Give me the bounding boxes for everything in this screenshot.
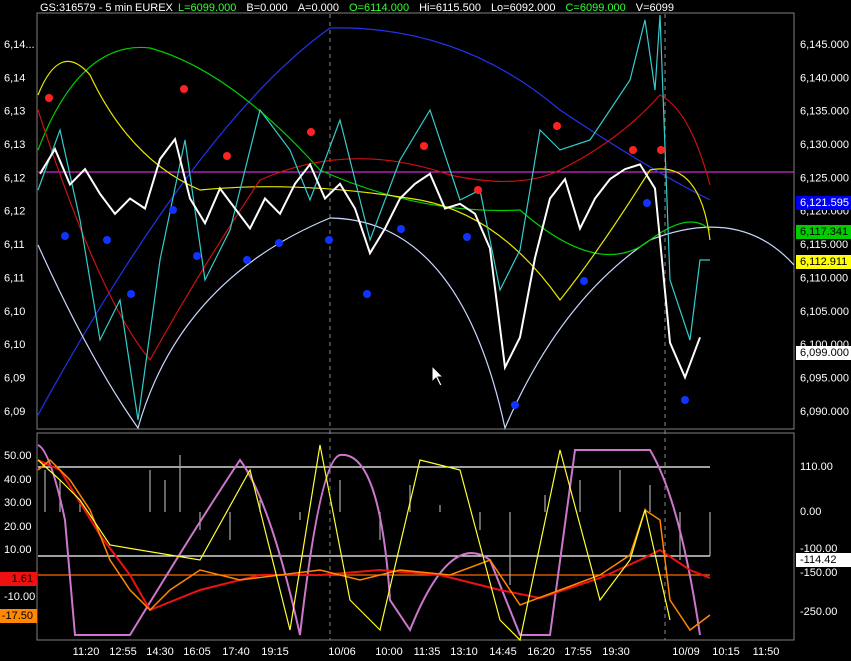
price-tag: 6,117.341 xyxy=(800,226,848,238)
exchange: EUREX xyxy=(135,2,174,14)
quote-field: O=6114.000 xyxy=(349,2,409,14)
price-right-label: 6,090.000 xyxy=(800,406,849,418)
price-left-label: 6,10 xyxy=(4,339,25,351)
osc-right-tag: -114.42 xyxy=(800,554,837,566)
osc-right-label: -250.00 xyxy=(800,606,837,618)
quote-field: B=0.000 xyxy=(246,2,287,14)
time-label: 16:05 xyxy=(183,646,211,658)
time-label: 17:40 xyxy=(222,646,250,658)
header: GS:316579 - 5 min EUREX L=6099.000 B=0.00… xyxy=(40,2,674,14)
pivot-dots xyxy=(45,85,689,409)
time-label: 17:55 xyxy=(564,646,592,658)
time-label: 16:20 xyxy=(527,646,555,658)
time-label: 10:00 xyxy=(375,646,403,658)
time-label: 14:30 xyxy=(146,646,174,658)
osc-tag-bg xyxy=(0,609,37,623)
time-label: 19:30 xyxy=(602,646,630,658)
price-tag-bg xyxy=(796,196,851,210)
price-tag-bg xyxy=(796,346,851,360)
osc-right-label: 110.00 xyxy=(800,461,833,473)
osc-tag-bg xyxy=(0,572,37,586)
osc-left-label: 50.00 xyxy=(4,450,32,462)
mouse-cursor xyxy=(431,364,445,387)
price-tag: 6,121.595 xyxy=(800,197,849,209)
price-left-label: 6,11 xyxy=(4,272,25,284)
quote-field: V=6099 xyxy=(636,2,674,14)
price-tag-bg xyxy=(796,225,851,239)
price-tag-bg xyxy=(796,255,851,269)
indicators xyxy=(37,14,795,430)
price-left-label: 6,13 xyxy=(4,139,25,151)
time-label: 11:50 xyxy=(753,646,780,658)
osc-right-label: -100.00 xyxy=(800,543,837,555)
time-label: 10/06 xyxy=(328,646,356,658)
quote-field: Hi=6115.500 xyxy=(419,2,481,14)
price-left-label: 6,11 xyxy=(4,239,25,251)
osc-left-tag: -17.50 xyxy=(2,610,33,622)
osc-left-label: 30.00 xyxy=(4,497,32,509)
frames xyxy=(36,12,795,641)
osc-left-tag: 1.61 xyxy=(12,573,33,585)
price-left-label: 6,12 xyxy=(4,206,25,218)
close-line xyxy=(39,136,701,380)
quote-field: C=6099.000 xyxy=(565,2,625,14)
price-right-label: 6,125.000 xyxy=(800,172,849,184)
price-tag: 6,112.911 xyxy=(800,256,847,268)
price-right-label: 6,110.000 xyxy=(800,272,848,284)
quote-field: L=6099.000 xyxy=(178,2,236,14)
oscillator-lines xyxy=(37,444,711,642)
price-left-label: 6,09 xyxy=(4,406,25,418)
osc-left-label: -10.00 xyxy=(4,591,35,603)
symbol: GS:316579 - 5 min xyxy=(40,2,132,14)
time-label: 11:35 xyxy=(414,646,441,658)
osc-left-label: 20.00 xyxy=(4,521,32,533)
quote-field: A=0.000 xyxy=(298,2,339,14)
price-left-label: 6,10 xyxy=(4,306,25,318)
price-tag: 6,099.000 xyxy=(800,347,849,359)
price-left-label: 6,14 xyxy=(4,72,25,84)
price-right-label: 6,115.000 xyxy=(800,239,848,251)
osc-tag-bg xyxy=(796,553,851,567)
osc-right-label: -150.00 xyxy=(800,567,837,579)
price-right-label: 6,145.000 xyxy=(800,39,849,51)
price-left-label: 6,14... xyxy=(4,39,35,51)
price-left-label: 6,13 xyxy=(4,106,25,118)
price-right-label: 6,130.000 xyxy=(800,139,849,151)
osc-left-label: 10.00 xyxy=(4,544,32,556)
time-label: 19:15 xyxy=(261,646,289,658)
price-left-label: 6,12 xyxy=(4,172,25,184)
time-label: 10/09 xyxy=(672,646,700,658)
time-label: 12:55 xyxy=(109,646,137,658)
time-label: 10:15 xyxy=(712,646,740,658)
osc-left-label: 40.00 xyxy=(4,474,32,486)
price-right-label: 6,135.000 xyxy=(800,106,849,118)
price-right-label: 6,140.000 xyxy=(800,72,849,84)
osc-right-label: 0.00 xyxy=(800,506,821,518)
time-label: 11:20 xyxy=(73,646,100,658)
time-label: 14:45 xyxy=(489,646,517,658)
price-right-label: 6,095.000 xyxy=(800,373,849,385)
price-right-label: 6,105.000 xyxy=(800,306,849,318)
quote-field: Lo=6092.000 xyxy=(491,2,556,14)
price-left-label: 6,09 xyxy=(4,373,25,385)
time-label: 13:10 xyxy=(450,646,478,658)
